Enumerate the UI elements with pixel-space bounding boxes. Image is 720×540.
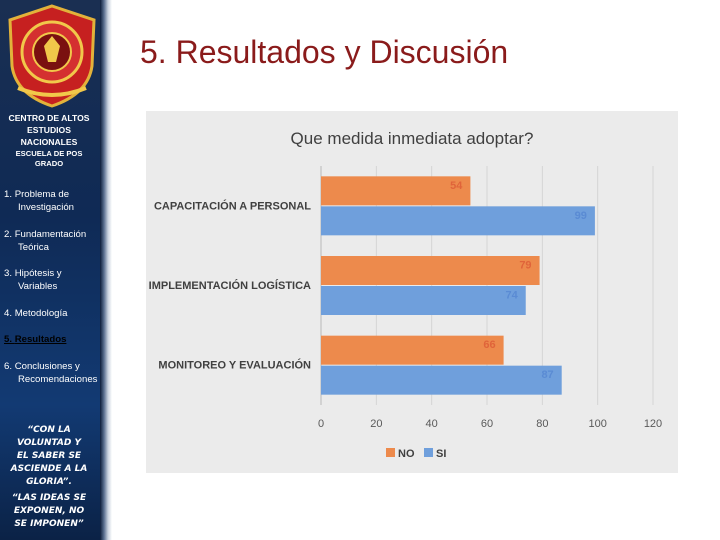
nav-label: Problema de xyxy=(14,189,70,200)
nav-item-metodologia[interactable]: 4. Metodología xyxy=(4,307,68,320)
legend-swatch xyxy=(424,448,433,457)
institution-line: CENTRO DE ALTOS xyxy=(8,113,90,123)
nav-item-hipotesis[interactable]: 3. Hipótesis y Variables xyxy=(4,267,62,293)
chart-title: Que medida inmediata adoptar? xyxy=(291,129,534,148)
nav-label: Fundamentación xyxy=(14,229,87,240)
motto-line: GLORIA”. xyxy=(26,477,72,487)
motto-quote-2: “LAS IDEAS SE EXPONEN, NO SE IMPONEN” xyxy=(0,492,98,531)
data-label: 66 xyxy=(483,339,495,351)
x-tick-label: 60 xyxy=(481,418,493,430)
nav-label: Recomendaciones xyxy=(18,374,98,385)
motto-line: “LAS IDEAS SE xyxy=(11,493,87,503)
nav-label: Conclusiones y xyxy=(14,361,80,372)
legend-label: SI xyxy=(436,448,446,460)
motto-line: EXPONEN, NO xyxy=(13,506,85,516)
nav-label: Variables xyxy=(18,281,58,292)
bar-no xyxy=(321,256,540,285)
chart-container: Que medida inmediata adoptar? 54 99 79 74 66… xyxy=(146,111,678,473)
bar-no xyxy=(321,176,471,206)
nav-label: Investigación xyxy=(18,202,74,213)
data-label: 79 xyxy=(519,260,531,272)
motto-line: SE IMPONEN” xyxy=(14,519,84,529)
nav-num: 6. xyxy=(4,361,13,372)
nav-num: 3. xyxy=(4,268,13,279)
bar-si xyxy=(321,206,595,236)
data-label: 87 xyxy=(541,369,553,381)
motto-line: VOLUNTAD Y xyxy=(16,438,82,448)
nav-label: Hipótesis y xyxy=(14,268,62,279)
bar-no xyxy=(321,335,504,365)
motto-line: “CON LA xyxy=(27,425,71,435)
bar-si xyxy=(321,286,526,315)
sidebar-edge xyxy=(100,0,112,540)
nav-label: Resultados xyxy=(14,334,67,345)
x-tick-label: 40 xyxy=(426,418,438,430)
nav-num: 5. xyxy=(4,334,13,345)
category-label: CAPACITACIÓN A PERSONAL xyxy=(154,199,311,212)
nav-item-problema[interactable]: 1. Problema de Investigación xyxy=(4,188,74,214)
motto-quote-1: “CON LA VOLUNTAD Y EL SABER SE ASCIENDE … xyxy=(0,424,98,489)
nav-item-fundamentacion[interactable]: 2. Fundamentación Teórica xyxy=(4,228,86,254)
school-line: ESCUELA DE POS xyxy=(15,148,83,158)
nav-item-conclusiones[interactable]: 6. Conclusiones y Recomendaciones xyxy=(4,360,97,386)
nav-label: Metodología xyxy=(14,308,68,319)
nav-num: 2. xyxy=(4,229,13,240)
institution-line: NACIONALES xyxy=(20,137,78,148)
nav-label: Teórica xyxy=(18,242,49,253)
nav-num: 4. xyxy=(4,308,13,319)
data-label: 99 xyxy=(575,210,587,222)
x-tick-label: 80 xyxy=(536,418,548,430)
school-line: GRADO xyxy=(34,159,64,169)
x-tick-label: 120 xyxy=(644,418,662,430)
institution-logo xyxy=(8,4,96,108)
category-label: IMPLEMENTACIÓN LOGÍSTICA xyxy=(149,279,311,292)
nav-item-resultados[interactable]: 5. Resultados xyxy=(4,333,66,346)
institution-line: ESTUDIOS xyxy=(27,125,71,136)
bar-si xyxy=(321,365,562,395)
legend-swatch xyxy=(386,448,395,457)
nav-num: 1. xyxy=(4,189,13,200)
motto-line: EL SABER SE xyxy=(16,451,82,461)
x-tick-label: 0 xyxy=(318,418,324,430)
slide-title: 5. Resultados y Discusión xyxy=(140,34,509,70)
data-label: 54 xyxy=(450,180,463,192)
category-label: MONITOREO Y EVALUACIÓN xyxy=(158,359,311,372)
x-tick-label: 20 xyxy=(370,418,382,430)
institution-name: CENTRO DE ALTOS ESTUDIOS NACIONALES ESCU… xyxy=(0,112,98,169)
x-tick-label: 100 xyxy=(588,418,606,430)
motto-line: ASCIENDE A LA xyxy=(10,464,88,474)
data-label: 74 xyxy=(505,290,518,302)
legend-label: NO xyxy=(398,448,415,460)
bar-chart: Que medida inmediata adoptar? 54 99 79 74 66… xyxy=(149,129,663,460)
